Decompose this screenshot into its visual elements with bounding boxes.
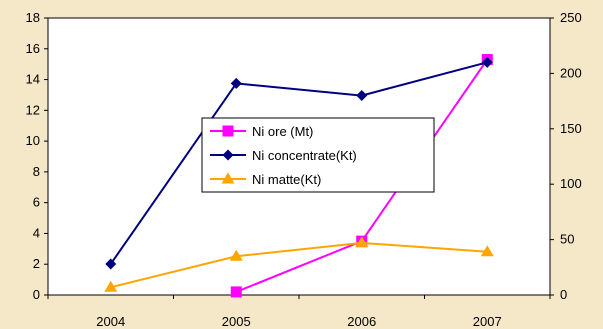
left-axis-tick-label: 10 xyxy=(26,133,40,148)
data-point xyxy=(104,280,118,292)
axes: 0 2 4 6 8 10 12 14 16 18 0 50 100 150 200 250 2004 2005 20… xyxy=(26,10,582,329)
left-axis-tick-label: 4 xyxy=(33,225,40,240)
data-point xyxy=(230,77,242,89)
left-axis-tick-label: 16 xyxy=(26,41,40,56)
data-point xyxy=(356,90,368,102)
series-layer xyxy=(104,54,494,298)
left-axis-tick-label: 18 xyxy=(26,10,40,25)
legend-marker xyxy=(222,149,234,161)
legend-label: Ni concentrate(Kt) xyxy=(252,148,357,163)
right-axis-tick-label: 0 xyxy=(560,287,567,302)
left-axis-tick-label: 6 xyxy=(33,195,40,210)
legend-label: Ni ore (Mt) xyxy=(252,124,313,139)
legend: Ni ore (Mt) Ni concentrate(Kt) Ni matte(Kt… xyxy=(201,117,435,193)
data-point xyxy=(481,56,493,68)
right-axis-tick-label: 50 xyxy=(560,232,574,247)
x-axis-tick-label: 2004 xyxy=(96,314,125,329)
left-axis-tick-label: 2 xyxy=(33,256,40,271)
right-axis-tick-label: 100 xyxy=(560,176,582,191)
left-axis-tick-label: 14 xyxy=(26,72,40,87)
left-axis-tick-label: 12 xyxy=(26,102,40,117)
legend-marker xyxy=(221,172,235,184)
data-point xyxy=(105,258,117,270)
legend-label: Ni matte(Kt) xyxy=(252,172,321,187)
x-axis-tick-label: 2007 xyxy=(473,314,502,329)
right-axis-tick-label: 150 xyxy=(560,121,582,136)
right-axis-tick-label: 250 xyxy=(560,10,582,25)
right-axis-tick-label: 200 xyxy=(560,65,582,80)
left-axis-tick-label: 8 xyxy=(33,164,40,179)
x-axis-tick-label: 2006 xyxy=(347,314,376,329)
series-line xyxy=(109,61,488,265)
left-axis-tick-label: 0 xyxy=(33,287,40,302)
data-point xyxy=(229,249,243,261)
legend-marker xyxy=(222,125,234,137)
series-line xyxy=(110,241,488,289)
data-point xyxy=(355,236,369,248)
x-axis-tick-label: 2005 xyxy=(222,314,251,329)
data-point xyxy=(480,245,494,257)
data-point xyxy=(230,286,242,298)
